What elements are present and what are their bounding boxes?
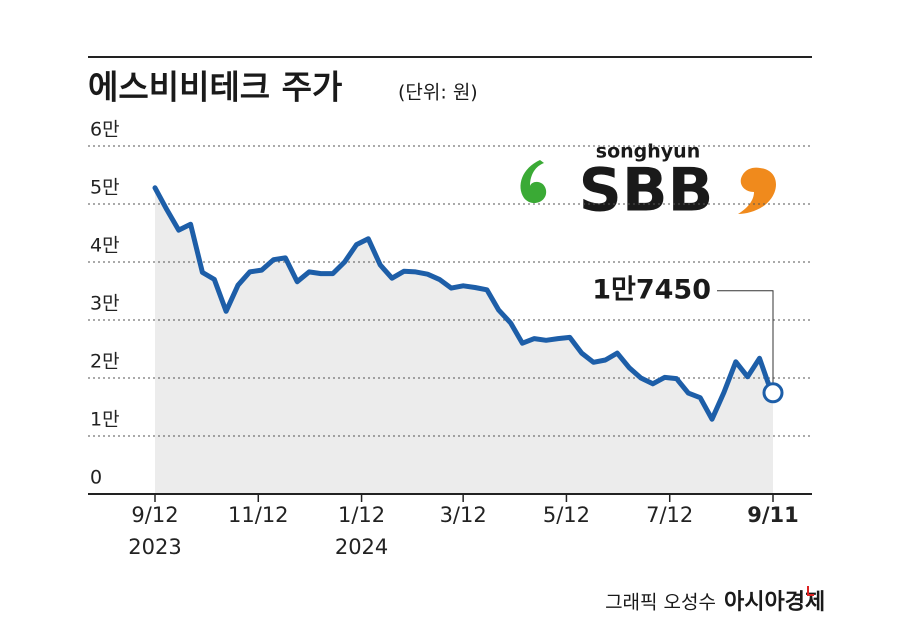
value-label: 1만7450: [592, 274, 711, 305]
area: [155, 187, 773, 495]
y-tick-label: 4만: [90, 235, 120, 257]
logo-quote-right: [738, 167, 776, 214]
x-tick-label: 1/12: [338, 503, 385, 527]
logo-quote-left: [520, 160, 547, 204]
x-tick-sublabel: 2023: [128, 535, 181, 559]
end-point: [762, 382, 784, 404]
y-tick-label: 5만: [90, 177, 120, 199]
x-tick-label: 5/12: [543, 503, 590, 527]
line: [152, 185, 776, 422]
logo-main: SBB: [579, 156, 714, 226]
logo: songhyun SBB: [520, 141, 776, 226]
x-tick-label: 7/12: [646, 503, 693, 527]
y-tick-label: 2만: [90, 351, 120, 373]
annotation-leader: [717, 290, 774, 384]
y-tick-label: 1만: [90, 409, 120, 431]
plot: [155, 187, 773, 495]
y-tick-label: 0: [90, 467, 102, 489]
x-tick-sublabel: 2024: [335, 535, 388, 559]
x-tick-label: 3/12: [440, 503, 487, 527]
y-tick-label: 6만: [90, 119, 120, 141]
credit: 그래픽 오성수: [605, 592, 716, 614]
publisher-mark: [807, 586, 814, 596]
y-tick-label: 3만: [90, 293, 120, 315]
x-tick-label: 11/12: [228, 503, 289, 527]
x-tick-label: 9/12: [131, 503, 178, 527]
chart-subtitle: (단위: 원): [398, 82, 478, 104]
publisher: 아시아경제: [724, 590, 825, 615]
x-tick-label: 9/11: [747, 503, 799, 527]
chart-title: 에스비비테크 주가: [88, 68, 342, 107]
